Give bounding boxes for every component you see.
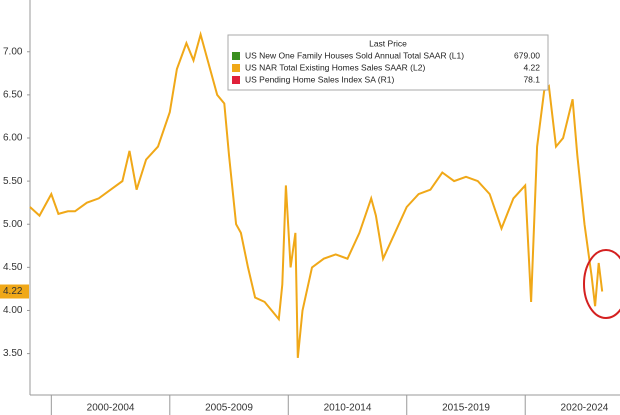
current-value-badge: [0, 284, 29, 299]
x-band-label: 2010-2014: [324, 403, 372, 414]
legend-label: US Pending Home Sales Index SA (R1): [245, 74, 394, 84]
y-tick-label: 5.50: [3, 176, 23, 187]
legend-value: 679.00: [514, 50, 540, 60]
current-value-label: 4.22: [3, 286, 23, 297]
legend-value: 78.1: [523, 74, 540, 84]
legend-swatch: [232, 52, 240, 60]
y-tick-label: 3.50: [3, 348, 23, 359]
y-tick-label: 6.50: [3, 90, 23, 101]
series-line: [29, 30, 604, 358]
legend: Last Price US New One Family Houses Sold…: [227, 34, 549, 91]
x-band-label: 2005-2009: [205, 403, 253, 414]
legend-title: Last Price: [369, 38, 407, 48]
highlight-circle: [583, 249, 620, 319]
legend-swatch: [232, 76, 240, 84]
y-tick-label: 4.00: [3, 305, 23, 316]
legend-box: [227, 34, 549, 91]
legend-swatch: [232, 64, 240, 72]
x-band-label: 2000-2004: [87, 403, 135, 414]
x-band-label: 2015-2019: [442, 403, 490, 414]
y-tick-label: 6.00: [3, 133, 23, 144]
legend-value: 4.22: [523, 62, 540, 72]
legend-label: US NAR Total Existing Homes Sales SAAR (…: [245, 62, 425, 72]
plot-area: [29, 30, 604, 358]
x-band-label: 2020-2024: [561, 403, 609, 414]
legend-label: US New One Family Houses Sold Annual Tot…: [245, 50, 464, 60]
y-tick-label: 4.50: [3, 262, 23, 273]
y-tick-label: 7.00: [3, 46, 23, 57]
y-tick-label: 5.00: [3, 219, 23, 230]
